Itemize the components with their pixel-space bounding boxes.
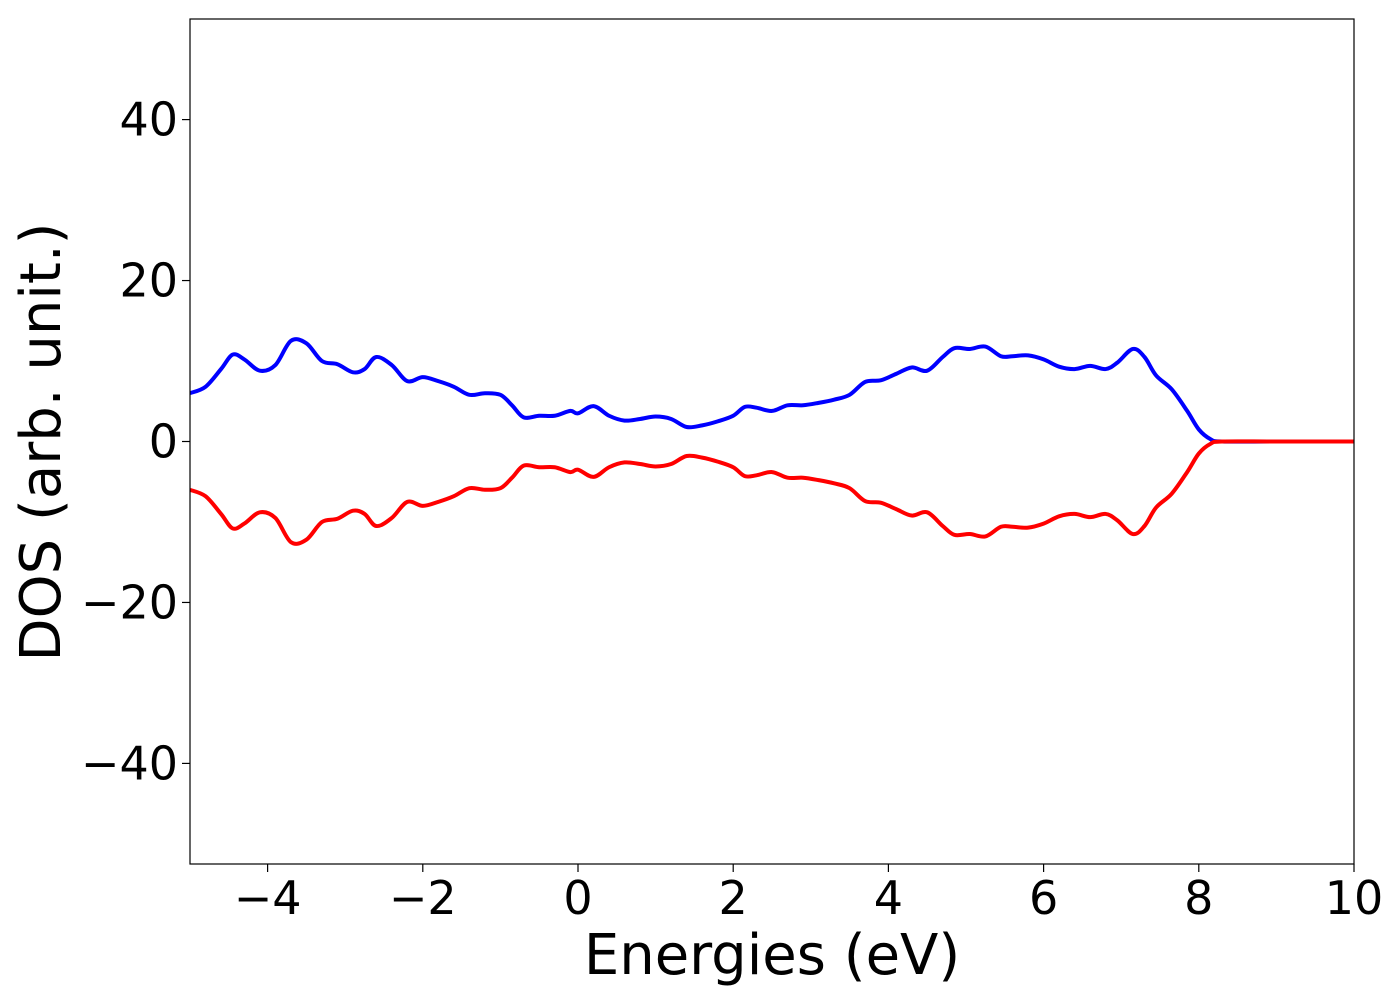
x-tick-label: 6 bbox=[1029, 871, 1058, 925]
y-tick-label: −40 bbox=[81, 736, 178, 790]
x-axis-label: Energies (eV) bbox=[584, 923, 960, 988]
y-tick-label: 40 bbox=[119, 93, 178, 147]
plot-frame bbox=[189, 18, 1355, 865]
y-tick-label: 20 bbox=[119, 254, 178, 308]
x-tick-label: 0 bbox=[563, 871, 592, 925]
y-tick-label: 0 bbox=[149, 415, 178, 469]
x-tick-label: 8 bbox=[1184, 871, 1213, 925]
series-lines bbox=[190, 337, 1354, 546]
y-tick-label: −20 bbox=[81, 575, 178, 629]
x-tick-label: −4 bbox=[234, 871, 302, 925]
x-tick-label: 10 bbox=[1325, 871, 1384, 925]
series-line-up bbox=[190, 337, 1354, 444]
x-tick-label: 4 bbox=[874, 871, 903, 925]
series-line-down bbox=[190, 439, 1354, 546]
x-tick-label: 2 bbox=[719, 871, 748, 925]
y-axis-label: DOS (arb. unit.) bbox=[9, 222, 74, 661]
x-tick-label: −2 bbox=[389, 871, 457, 925]
plot-area bbox=[190, 337, 1354, 546]
